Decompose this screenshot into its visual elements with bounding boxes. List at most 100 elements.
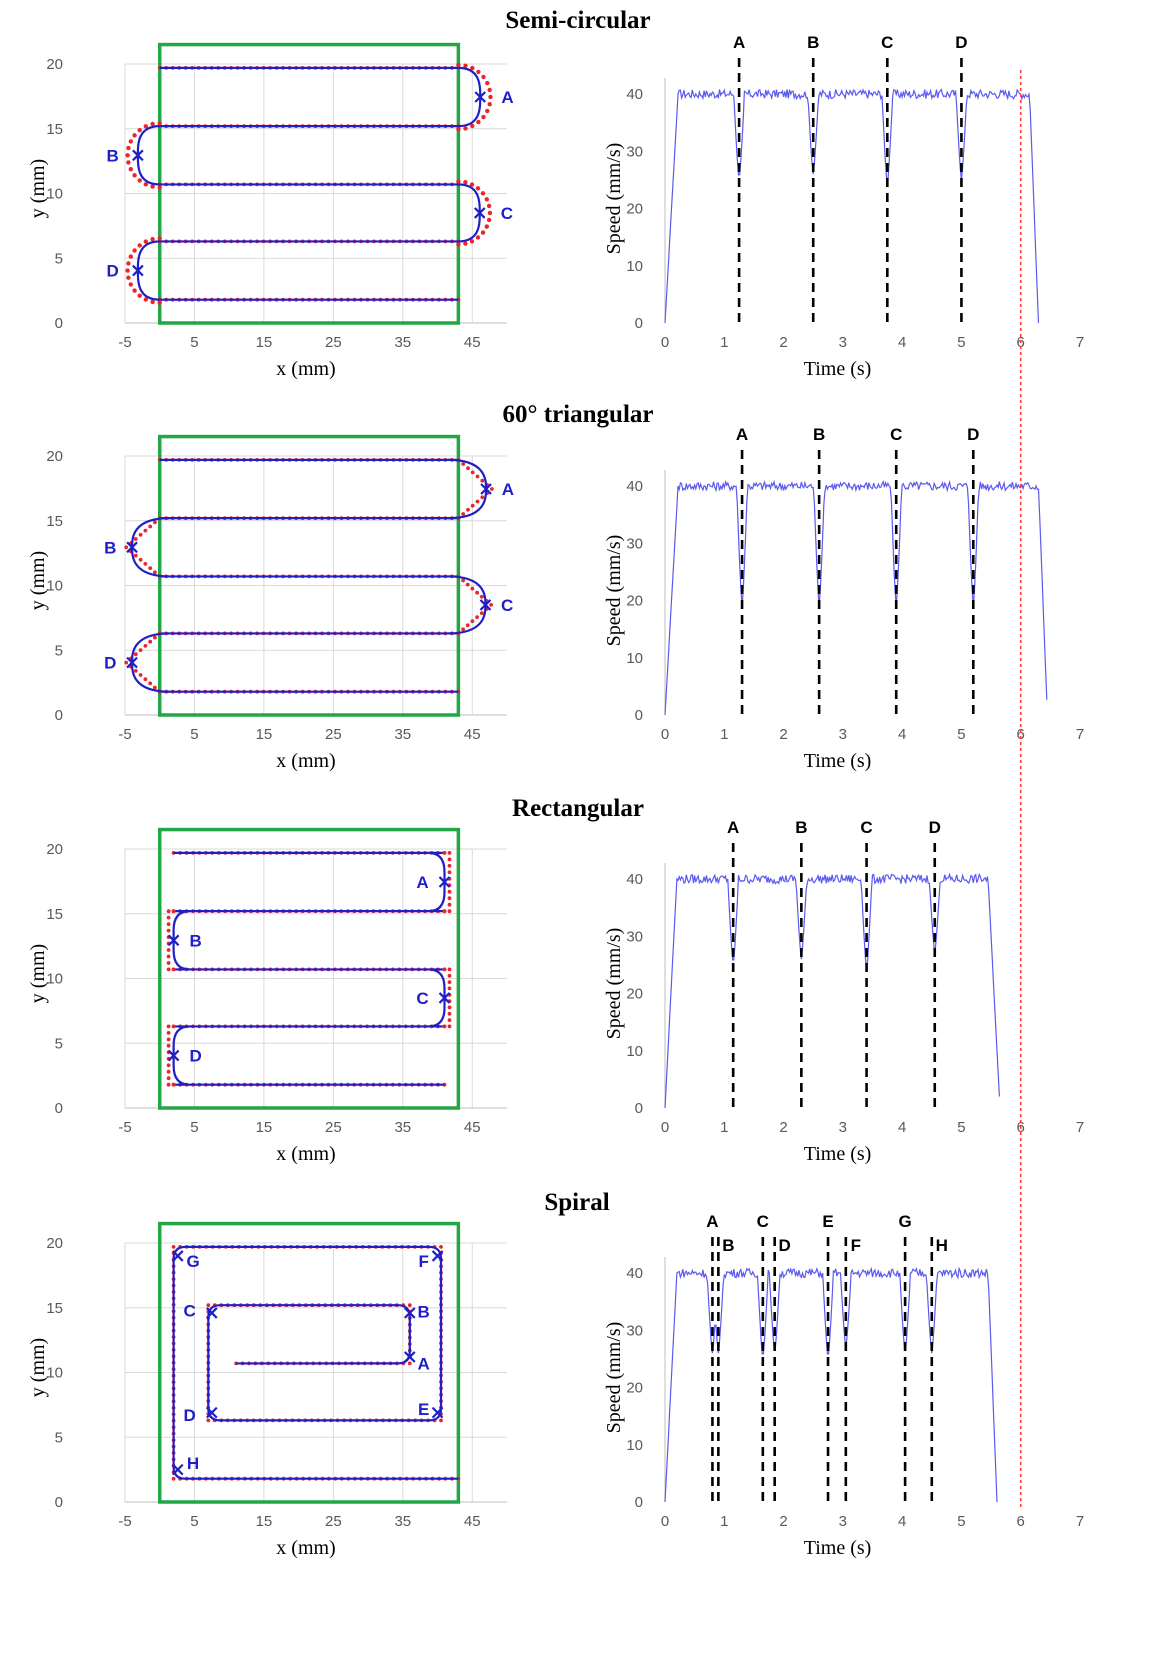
y-axis-label: y (mm) (27, 551, 49, 610)
planned-dot (456, 62, 461, 68)
x-tick-label: 3 (839, 726, 847, 743)
turn-marker (480, 483, 492, 495)
toolpath-turn (172, 910, 190, 971)
y-axis-label: Speed (mm/s) (603, 1322, 625, 1434)
panel-title: Semi-circular (505, 7, 650, 34)
planned-dot (137, 178, 142, 183)
planned-dot (447, 980, 452, 984)
planned-dot (487, 87, 492, 93)
turn-label: B (104, 538, 116, 557)
planned-dot (166, 1031, 171, 1035)
planned-dot (166, 961, 171, 965)
planned-dot (465, 582, 470, 587)
path-plot-4: 0 5 10 15 20 -5 5 15 25 35 45 A B C D E F G Hx (mm) y (mm) (27, 1221, 507, 1559)
x-tick-label: 0 (661, 1513, 669, 1530)
y-tick-label: 20 (46, 841, 63, 858)
y-tick-label: 20 (46, 1235, 63, 1252)
y-tick-label: 15 (46, 1300, 63, 1317)
x-tick-label: 3 (839, 334, 847, 351)
path-plot-3: 0 5 10 15 20 -5 5 15 25 35 45 A B C Dx (mm) y (mm) (27, 827, 507, 1165)
x-tick-label: 35 (394, 1513, 411, 1530)
panel-title: 60° triangular (503, 401, 654, 428)
planned-dot (490, 487, 494, 491)
x-axis-label: x (mm) (276, 1143, 335, 1165)
planned-dot (484, 224, 489, 229)
planned-dot (447, 851, 452, 855)
planned-dot (463, 63, 468, 68)
planned-dot (470, 619, 475, 624)
toolpath-turn (172, 1025, 190, 1086)
x-tick-label: 15 (256, 1119, 273, 1136)
planned-dot (487, 210, 493, 216)
turn-label: G (186, 1252, 199, 1271)
x-tick-label: 1 (720, 334, 728, 351)
event-label: C (757, 1212, 769, 1231)
x-tick-label: 45 (464, 1119, 481, 1136)
boundary-rect (157, 1221, 461, 1504)
planned-dot (166, 948, 171, 952)
planned-dot (166, 967, 171, 972)
speed-trace (664, 872, 1000, 1109)
planned-dot (447, 1024, 452, 1029)
event-label: G (898, 1212, 911, 1231)
planned-dot (150, 237, 155, 242)
planned-dot (166, 954, 171, 959)
turn-label: B (189, 931, 201, 950)
planned-dot (447, 902, 452, 907)
x-tick-label: 3 (839, 1513, 847, 1530)
x-tick-label: 35 (394, 334, 411, 351)
x-tick-label: 7 (1076, 1513, 1084, 1530)
turn-label: C (501, 596, 513, 615)
x-tick-label: 0 (661, 726, 669, 743)
planned-dot (150, 121, 155, 127)
planned-dot (166, 928, 171, 933)
planned-dot (470, 503, 475, 508)
turn-label: D (189, 1047, 201, 1066)
toolpath-turn (428, 968, 446, 1028)
planned-dot (171, 1476, 176, 1481)
planned-dot (480, 191, 486, 196)
planned-dot (171, 1082, 176, 1087)
y-tick-label: 20 (626, 986, 643, 1003)
y-tick-label: 0 (55, 1100, 63, 1117)
planned-dot (463, 126, 468, 131)
planned-dot (447, 896, 452, 901)
planned-dot (487, 102, 492, 107)
planned-dot (124, 545, 129, 550)
x-tick-label: -5 (118, 1119, 131, 1136)
planned-dot (143, 562, 148, 566)
y-tick-label: 0 (55, 707, 63, 724)
planned-dot (148, 639, 153, 644)
x-tick-label: 3 (839, 1119, 847, 1136)
y-tick-label: 15 (46, 906, 63, 923)
x-tick-label: 4 (898, 1119, 906, 1136)
planned-dot (137, 128, 142, 133)
turn-label: A (502, 480, 514, 499)
speed-trace (664, 1266, 998, 1503)
planned-dot (128, 167, 133, 172)
turn-label: C (501, 204, 513, 223)
planned-dot (476, 119, 481, 125)
planned-dot (480, 495, 485, 500)
planned-dot (148, 524, 153, 529)
planned-dot (463, 180, 468, 185)
turn-marker (431, 1406, 444, 1419)
planned-dot (126, 275, 131, 280)
y-tick-label: 0 (55, 315, 63, 332)
speed-trace (664, 479, 1048, 716)
x-tick-label: -5 (118, 726, 131, 743)
event-label: D (779, 1236, 791, 1255)
boundary-rect (157, 827, 461, 1110)
planned-dot (148, 681, 153, 686)
planned-dot (166, 1082, 171, 1087)
y-tick-label: 30 (626, 1322, 643, 1339)
turn-label: D (183, 1406, 195, 1425)
planned-dot (475, 590, 479, 595)
turn-label: C (183, 1301, 195, 1320)
event-label: D (929, 818, 941, 837)
planned-dot (461, 627, 465, 632)
x-tick-label: 45 (464, 726, 481, 743)
planned-dot (206, 1418, 211, 1423)
toolpath-turn (458, 183, 481, 243)
